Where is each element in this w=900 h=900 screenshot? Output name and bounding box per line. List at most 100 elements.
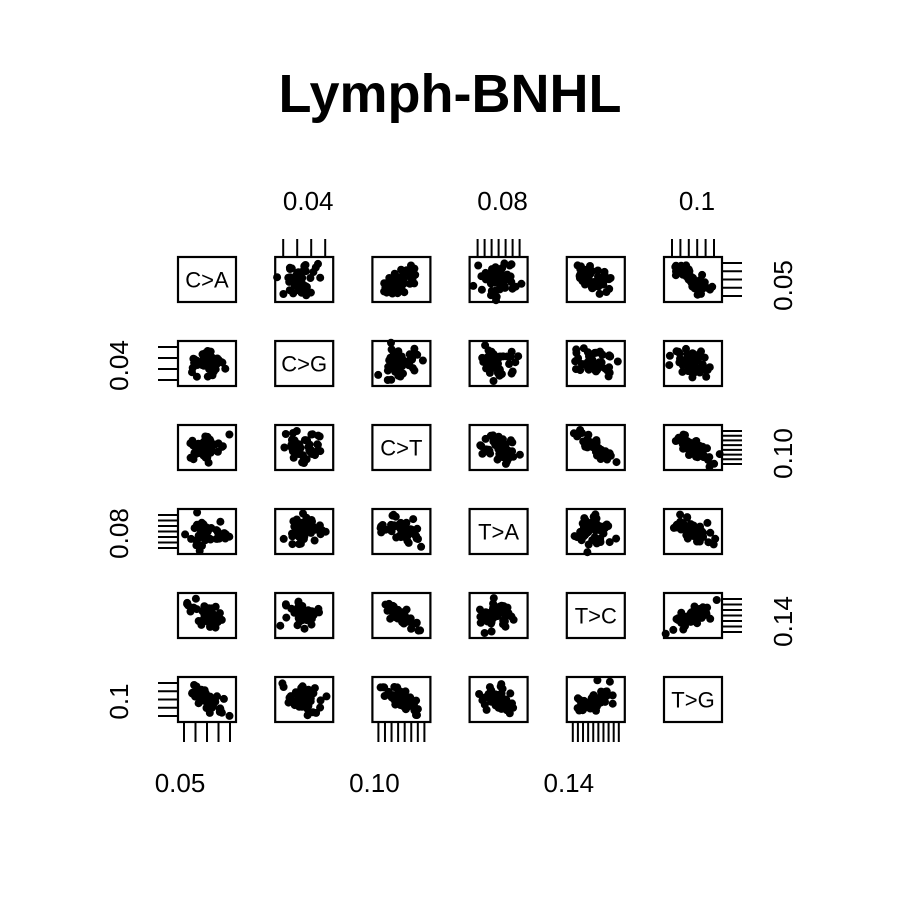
data-point — [315, 521, 324, 530]
data-point — [412, 711, 420, 719]
data-point — [678, 361, 687, 370]
data-point — [218, 442, 227, 451]
data-point — [665, 361, 674, 370]
data-point — [486, 279, 495, 288]
data-point — [590, 440, 599, 449]
data-point — [702, 372, 711, 381]
data-point — [187, 534, 196, 543]
data-point — [300, 532, 309, 541]
data-point — [508, 284, 517, 293]
data-point — [410, 344, 419, 353]
data-point — [593, 676, 602, 685]
data-point — [309, 268, 318, 276]
data-point — [604, 522, 613, 530]
data-point — [316, 447, 325, 456]
data-point — [399, 614, 408, 623]
panel-frame — [176, 591, 238, 640]
data-point — [685, 525, 694, 533]
data-point — [302, 291, 311, 300]
tick-label-bottom: 0.14 — [543, 768, 594, 798]
data-point — [698, 603, 707, 612]
data-point — [298, 682, 307, 691]
data-point — [661, 629, 670, 638]
data-point — [595, 694, 604, 702]
data-point — [213, 528, 222, 537]
panel-frame — [468, 507, 529, 556]
data-point — [474, 261, 483, 270]
data-point — [211, 618, 220, 627]
data-point — [686, 609, 695, 618]
data-point — [299, 452, 308, 461]
data-point — [192, 605, 201, 614]
data-point — [693, 290, 702, 299]
data-point — [590, 348, 599, 357]
data-point — [314, 604, 323, 613]
panel-frame — [371, 507, 432, 556]
data-point — [517, 279, 526, 288]
data-point — [190, 681, 199, 689]
data-point — [289, 453, 298, 462]
data-point — [710, 459, 719, 468]
data-point — [215, 704, 224, 713]
data-point — [584, 540, 593, 549]
data-point — [310, 536, 319, 545]
data-point — [188, 436, 197, 445]
data-point — [509, 452, 518, 461]
data-point — [307, 430, 316, 439]
data-point — [480, 700, 489, 709]
data-point — [586, 704, 595, 713]
data-point — [395, 687, 404, 695]
data-point — [511, 358, 520, 367]
data-point — [485, 368, 494, 377]
data-point — [469, 281, 478, 290]
data-point — [489, 437, 498, 446]
data-point — [605, 351, 614, 360]
data-point — [483, 360, 492, 369]
data-point — [685, 451, 693, 459]
data-point — [683, 513, 692, 522]
panel-frame — [274, 591, 335, 640]
data-point — [406, 614, 415, 623]
data-point — [612, 534, 621, 543]
panel-frame — [176, 255, 238, 304]
data-point — [577, 360, 586, 368]
data-point — [313, 440, 322, 449]
data-point — [190, 355, 199, 364]
data-point — [389, 349, 398, 358]
data-point — [282, 601, 291, 610]
tick-label-bottom: 0.10 — [349, 768, 400, 798]
data-point — [321, 527, 330, 536]
data-point — [211, 356, 220, 365]
data-point — [571, 357, 580, 366]
data-point — [477, 285, 486, 294]
panel-frame — [468, 423, 529, 472]
data-point — [385, 356, 394, 365]
data-point — [578, 706, 587, 715]
data-point — [279, 534, 288, 543]
data-point — [392, 533, 401, 542]
data-point — [600, 267, 609, 276]
data-point — [278, 679, 287, 688]
data-point — [483, 617, 492, 626]
data-point — [603, 366, 612, 375]
data-point — [507, 278, 516, 286]
data-point — [603, 691, 611, 700]
data-point — [307, 614, 316, 623]
data-point — [201, 603, 210, 612]
data-point — [191, 594, 200, 603]
data-point — [687, 443, 696, 452]
data-point — [676, 510, 685, 519]
chart-title: Lymph-BNHL — [279, 64, 622, 124]
data-point — [672, 520, 681, 529]
data-point — [405, 279, 414, 288]
tick-label-bottom: 0.05 — [155, 768, 206, 798]
panel-frame — [274, 675, 335, 724]
data-point — [589, 692, 598, 701]
data-point — [699, 365, 708, 374]
data-point — [384, 687, 393, 696]
variable-label: T>G — [671, 688, 714, 713]
data-point — [288, 540, 297, 549]
data-point — [413, 524, 422, 533]
tick-label-right: 0.05 — [768, 260, 798, 311]
data-point — [289, 277, 298, 286]
